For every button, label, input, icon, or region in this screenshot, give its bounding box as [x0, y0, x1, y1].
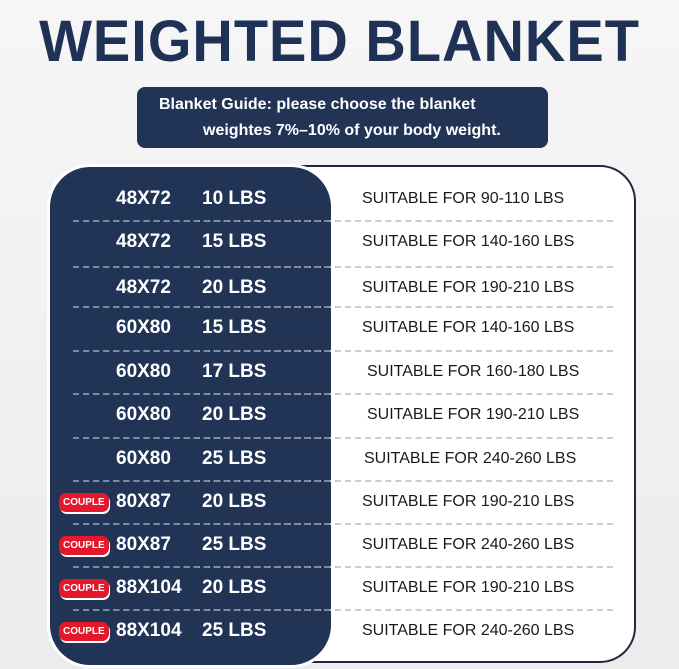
blanket-size: 60X80	[116, 448, 171, 469]
couple-badge: COUPLE	[59, 622, 109, 641]
couple-badge: COUPLE	[59, 536, 109, 555]
row-divider	[73, 566, 330, 568]
blanket-weight: 20 LBS	[202, 491, 267, 512]
blanket-weight: 20 LBS	[202, 277, 267, 298]
table-row: COUPLE 88X104 20 LBS SUITABLE FOR 190-210 L…	[0, 566, 679, 610]
blanket-size: 48X72	[116, 277, 171, 298]
row-divider	[73, 266, 613, 268]
row-divider	[73, 609, 330, 611]
blanket-size: 60X80	[116, 404, 171, 425]
suitable-range: SUITABLE FOR 190-210 LBS	[362, 579, 575, 596]
suitable-range: SUITABLE FOR 90-110 LBS	[362, 190, 565, 207]
row-divider	[73, 393, 613, 395]
suitable-range: SUITABLE FOR 240-260 LBS	[362, 622, 575, 639]
row-divider	[73, 523, 613, 525]
row-divider	[73, 393, 330, 395]
table-row: COUPLE 80X87 20 LBS SUITABLE FOR 190-210 LB…	[0, 480, 679, 524]
row-divider	[73, 566, 613, 568]
blanket-weight: 20 LBS	[202, 577, 267, 598]
row-divider	[73, 350, 613, 352]
suitable-range: SUITABLE FOR 190-210 LBS	[362, 279, 575, 296]
row-divider	[73, 437, 330, 439]
blanket-weight: 25 LBS	[202, 620, 267, 641]
suitable-range: SUITABLE FOR 160-180 LBS	[367, 363, 580, 380]
table-row: 60X80 17 LBS SUITABLE FOR 160-180 LBS	[0, 350, 679, 394]
blanket-size: 60X80	[116, 361, 171, 382]
blanket-size: 80X87	[116, 534, 171, 555]
blanket-guide-box: Blanket Guide: please choose the blanket…	[137, 87, 548, 148]
blanket-weight: 20 LBS	[202, 404, 267, 425]
row-divider	[73, 480, 613, 482]
blanket-weight: 17 LBS	[202, 361, 267, 382]
row-divider	[73, 220, 613, 222]
row-divider	[73, 306, 330, 308]
row-divider	[73, 437, 613, 439]
row-divider	[73, 480, 330, 482]
couple-badge: COUPLE	[59, 493, 109, 512]
row-divider	[73, 609, 613, 611]
suitable-range: SUITABLE FOR 240-260 LBS	[364, 450, 577, 467]
blanket-weight: 15 LBS	[202, 317, 267, 338]
table-row: COUPLE 80X87 25 LBS SUITABLE FOR 240-260 LB…	[0, 523, 679, 567]
row-divider	[73, 306, 613, 308]
suitable-range: SUITABLE FOR 190-210 LBS	[367, 406, 580, 423]
blanket-size: 48X72	[116, 231, 171, 252]
guide-line-2: weightes 7%–10% of your body weight.	[203, 122, 501, 139]
table-row: 48X72 10 LBS SUITABLE FOR 90-110 LBS	[0, 178, 679, 221]
couple-badge: COUPLE	[59, 579, 109, 598]
row-divider	[73, 220, 330, 222]
suitable-range: SUITABLE FOR 190-210 LBS	[362, 493, 575, 510]
row-divider	[73, 523, 330, 525]
blanket-size: 60X80	[116, 317, 171, 338]
blanket-size: 48X72	[116, 188, 171, 209]
guide-line-1: Blanket Guide: please choose the blanket	[159, 96, 476, 113]
table-row: 48X72 15 LBS SUITABLE FOR 140-160 LBS	[0, 220, 679, 264]
blanket-size: 80X87	[116, 491, 171, 512]
suitable-range: SUITABLE FOR 140-160 LBS	[362, 319, 575, 336]
table-row: 60X80 15 LBS SUITABLE FOR 140-160 LBS	[0, 306, 679, 350]
table-row: 48X72 20 LBS SUITABLE FOR 190-210 LBS	[0, 266, 679, 310]
row-divider	[73, 266, 330, 268]
row-divider	[73, 350, 330, 352]
blanket-size: 88X104	[116, 620, 182, 641]
blanket-size: 88X104	[116, 577, 182, 598]
suitable-range: SUITABLE FOR 140-160 LBS	[362, 233, 575, 250]
table-row: COUPLE 88X104 25 LBS SUITABLE FOR 240-260 L…	[0, 609, 679, 653]
blanket-weight: 25 LBS	[202, 534, 267, 555]
table-row: 60X80 20 LBS SUITABLE FOR 190-210 LBS	[0, 393, 679, 437]
blanket-weight: 10 LBS	[202, 188, 267, 209]
suitability-card	[280, 165, 636, 663]
table-row: 60X80 25 LBS SUITABLE FOR 240-260 LBS	[0, 437, 679, 481]
blanket-weight: 15 LBS	[202, 231, 267, 252]
blanket-weight: 25 LBS	[202, 448, 267, 469]
page-title: WEIGHTED BLANKET	[39, 7, 640, 74]
suitable-range: SUITABLE FOR 240-260 LBS	[362, 536, 575, 553]
